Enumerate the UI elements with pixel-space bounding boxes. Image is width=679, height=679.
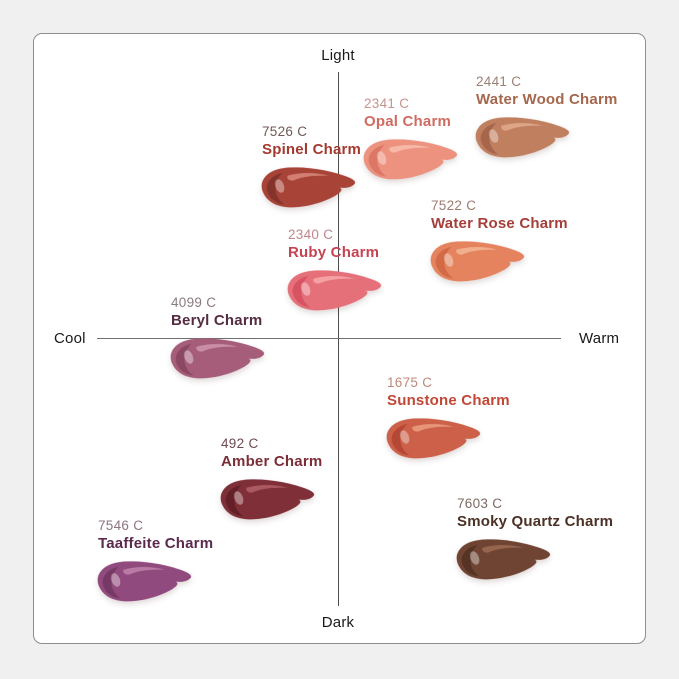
lip-gloss-swatch — [456, 539, 551, 580]
shade-item-sunstone: 1675 C Sunstone Charm — [386, 374, 510, 460]
lip-gloss-swatch — [220, 479, 315, 520]
horizontal-axis-line — [97, 338, 561, 339]
shade-item-spinel: 7526 C Spinel Charm — [261, 123, 362, 209]
shade-item-opal: 2341 C Opal Charm — [363, 95, 460, 181]
shade-name: Water Rose Charm — [431, 215, 568, 232]
shade-item-beryl: 4099 C Beryl Charm — [170, 294, 267, 380]
shade-item-water-rose: 7522 C Water Rose Charm — [430, 197, 568, 283]
vertical-axis-line — [338, 72, 339, 606]
shade-name: Taaffeite Charm — [98, 535, 214, 552]
shade-item-water-wood: 2441 C Water Wood Charm — [475, 73, 618, 159]
lip-gloss-swatch — [386, 418, 481, 459]
pantone-code: 492 C — [221, 436, 259, 451]
shade-name: Beryl Charm — [171, 312, 263, 329]
axis-label-dark: Dark — [321, 614, 355, 631]
shade-name: Water Wood Charm — [476, 91, 618, 108]
shade-name: Ruby Charm — [288, 244, 380, 261]
lip-gloss-swatch — [170, 338, 265, 379]
shade-name: Opal Charm — [364, 113, 452, 130]
shade-name: Smoky Quartz Charm — [457, 513, 614, 530]
pantone-code: 7522 C — [431, 198, 477, 213]
axis-label-light: Light — [321, 47, 355, 64]
shade-item-ruby: 2340 C Ruby Charm — [287, 226, 384, 312]
pantone-code: 7546 C — [98, 518, 144, 533]
lip-gloss-swatch — [97, 561, 192, 602]
pantone-code: 2340 C — [288, 227, 334, 242]
pantone-code: 7526 C — [262, 124, 308, 139]
lip-gloss-swatch — [363, 139, 458, 180]
pantone-code: 7603 C — [457, 496, 503, 511]
axis-label-warm: Warm — [579, 330, 620, 347]
shade-item-taaffeite: 7546 C Taaffeite Charm — [97, 517, 214, 603]
pantone-code: 2341 C — [364, 96, 410, 111]
pantone-code: 4099 C — [171, 295, 217, 310]
shade-item-smoky-quartz: 7603 C Smoky Quartz Charm — [456, 495, 614, 581]
lip-gloss-swatch — [430, 241, 525, 282]
shade-item-amber: 492 C Amber Charm — [220, 435, 323, 521]
lip-gloss-swatch — [287, 270, 382, 311]
pantone-code: 1675 C — [387, 375, 433, 390]
lip-gloss-swatch — [475, 117, 570, 158]
shade-name: Amber Charm — [221, 453, 323, 470]
pantone-code: 2441 C — [476, 74, 522, 89]
shade-name: Spinel Charm — [262, 141, 362, 158]
shade-name: Sunstone Charm — [387, 392, 510, 409]
lip-gloss-swatch — [261, 167, 356, 208]
axis-label-cool: Cool — [54, 330, 86, 347]
